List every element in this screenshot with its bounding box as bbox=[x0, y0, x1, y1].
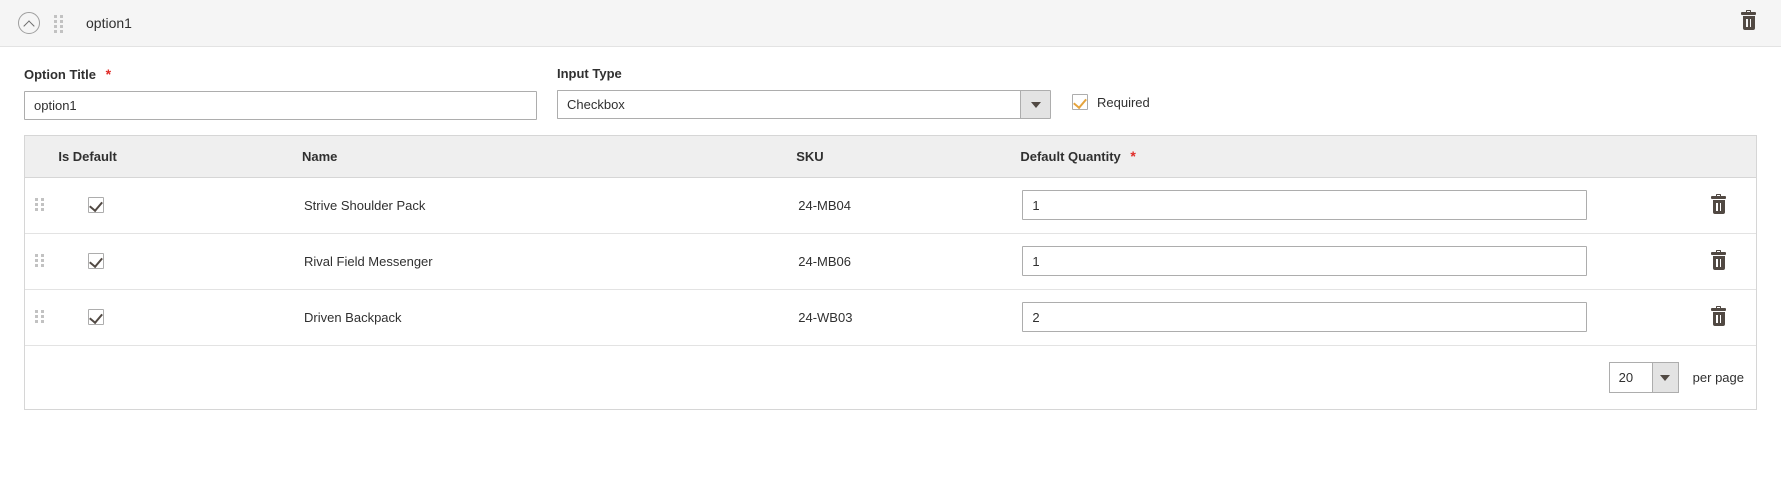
caret-down-icon bbox=[1660, 374, 1671, 381]
option-title-input[interactable] bbox=[24, 91, 537, 120]
required-asterisk: * bbox=[1130, 148, 1136, 165]
per-page-dropdown-button[interactable] bbox=[1651, 362, 1679, 393]
input-type-dropdown-button[interactable] bbox=[1020, 90, 1051, 119]
drag-handle-icon[interactable] bbox=[54, 14, 65, 33]
option-title-label: Option Title * bbox=[24, 67, 537, 82]
delete-option-button[interactable] bbox=[1741, 10, 1763, 36]
option-title-label-text: Option Title bbox=[24, 67, 96, 82]
column-header-handle bbox=[25, 136, 59, 178]
input-type-select[interactable]: Checkbox bbox=[557, 90, 1051, 119]
table-row: Strive Shoulder Pack 24-MB04 bbox=[25, 177, 1756, 233]
row-sku: 24-MB06 bbox=[798, 253, 851, 269]
default-quantity-input[interactable] bbox=[1022, 302, 1588, 333]
table-row: Driven Backpack 24-WB03 bbox=[25, 289, 1756, 345]
caret-down-icon bbox=[1030, 101, 1041, 108]
is-default-checkbox[interactable] bbox=[88, 309, 105, 326]
row-drag-cell bbox=[25, 233, 58, 289]
column-header-name: Name bbox=[302, 136, 797, 178]
required-checkbox[interactable] bbox=[1072, 94, 1088, 110]
required-label: Required bbox=[1097, 94, 1150, 110]
row-name: Rival Field Messenger bbox=[304, 253, 433, 269]
drag-handle-icon[interactable] bbox=[35, 253, 46, 269]
row-qty-cell bbox=[1020, 233, 1710, 289]
per-page-selected-value: 20 bbox=[1608, 362, 1652, 393]
chevron-up-circle-icon[interactable] bbox=[18, 12, 40, 34]
row-delete-cell bbox=[1710, 289, 1756, 345]
per-page-label: per page bbox=[1692, 370, 1744, 385]
row-qty-cell bbox=[1020, 177, 1710, 233]
row-is-default-cell bbox=[58, 233, 302, 289]
delete-row-button[interactable] bbox=[1711, 305, 1755, 327]
row-drag-cell bbox=[25, 289, 58, 345]
row-is-default-cell bbox=[58, 289, 302, 345]
option-title-field: Option Title * bbox=[24, 67, 537, 120]
row-sku: 24-WB03 bbox=[798, 309, 853, 325]
table-row: Rival Field Messenger 24-MB06 bbox=[25, 233, 1756, 289]
column-header-is-default: Is Default bbox=[58, 136, 302, 178]
trash-icon bbox=[1711, 193, 1726, 215]
trash-icon bbox=[1741, 10, 1756, 31]
default-quantity-input[interactable] bbox=[1022, 246, 1588, 276]
input-type-selected-value: Checkbox bbox=[557, 90, 1020, 119]
column-header-sku: SKU bbox=[796, 136, 1021, 178]
table-footer: 20 per page bbox=[25, 345, 1756, 409]
delete-row-button[interactable] bbox=[1711, 193, 1755, 215]
option-fields: Option Title * Input Type Checkbox Requi… bbox=[0, 47, 1781, 123]
is-default-checkbox[interactable] bbox=[88, 253, 105, 269]
option-values-table: Is Default Name SKU Default Quantity * bbox=[24, 135, 1757, 410]
row-delete-cell bbox=[1710, 233, 1756, 289]
panel-header: option1 bbox=[0, 0, 1781, 47]
row-drag-cell bbox=[25, 177, 58, 233]
default-quantity-input[interactable] bbox=[1022, 190, 1588, 220]
row-name: Driven Backpack bbox=[304, 309, 402, 325]
table-header-row: Is Default Name SKU Default Quantity * bbox=[25, 136, 1756, 178]
trash-icon bbox=[1711, 305, 1726, 327]
drag-handle-icon[interactable] bbox=[35, 197, 46, 213]
row-name: Strive Shoulder Pack bbox=[304, 197, 426, 213]
row-sku: 24-MB04 bbox=[798, 197, 851, 213]
column-header-delete bbox=[1710, 136, 1756, 178]
column-header-default-quantity: Default Quantity * bbox=[1020, 136, 1710, 178]
required-field: Required bbox=[1072, 67, 1150, 110]
per-page-select[interactable]: 20 bbox=[1608, 362, 1679, 393]
input-type-field: Input Type Checkbox bbox=[557, 67, 1051, 119]
row-qty-cell bbox=[1020, 289, 1710, 345]
delete-row-button[interactable] bbox=[1711, 249, 1755, 271]
panel-title: option1 bbox=[86, 15, 132, 31]
column-header-default-quantity-text: Default Quantity bbox=[1020, 149, 1121, 165]
row-is-default-cell bbox=[58, 177, 302, 233]
input-type-label: Input Type bbox=[557, 66, 622, 81]
is-default-checkbox[interactable] bbox=[88, 197, 105, 213]
drag-handle-icon[interactable] bbox=[35, 309, 46, 325]
trash-icon bbox=[1711, 249, 1726, 271]
row-delete-cell bbox=[1710, 177, 1756, 233]
required-asterisk: * bbox=[105, 66, 112, 82]
